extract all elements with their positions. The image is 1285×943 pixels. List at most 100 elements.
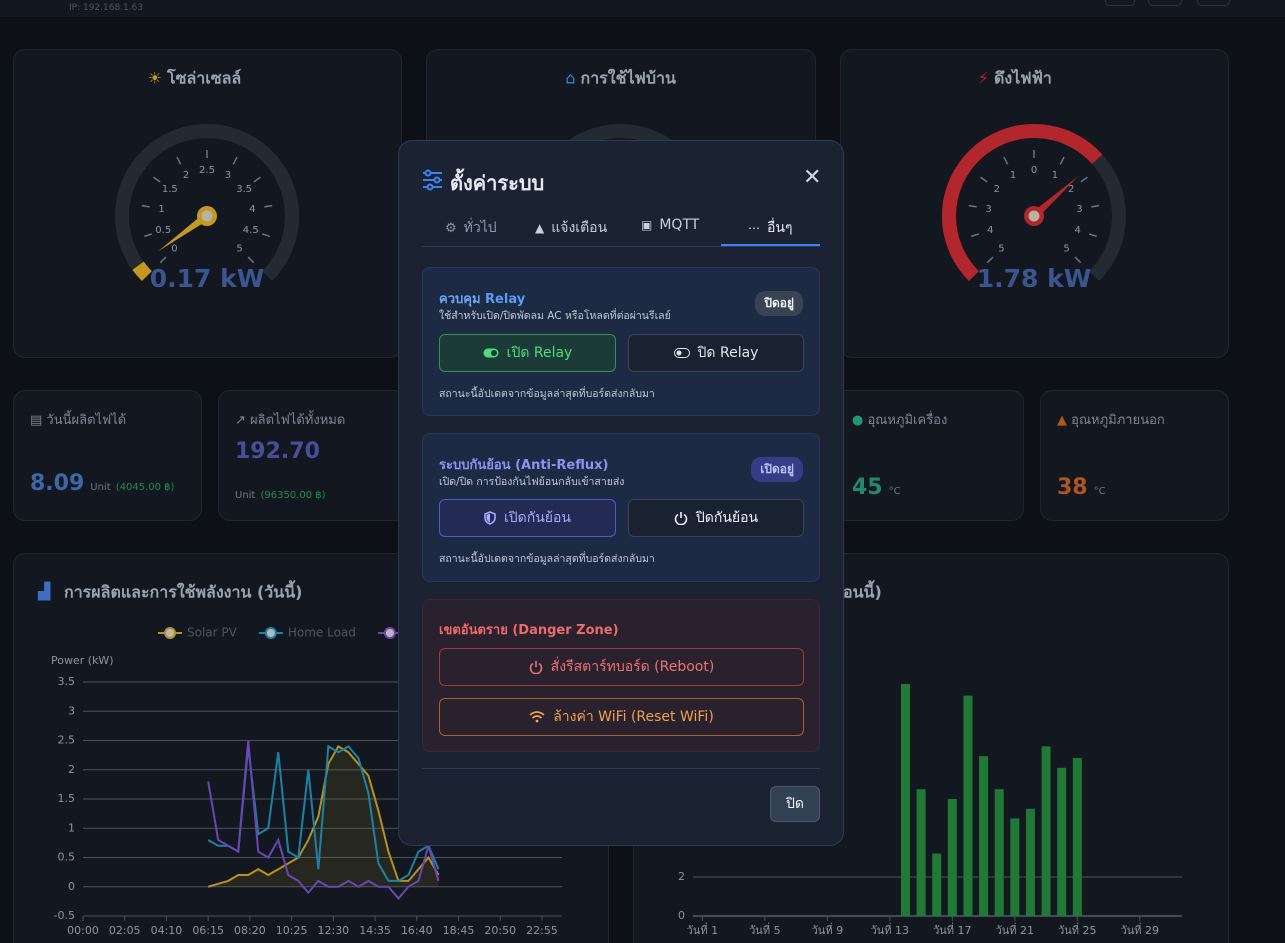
x-tick-label: วันที่ 21 — [996, 922, 1034, 937]
tab-label: อื่นๆ — [767, 220, 793, 236]
stat-unit-row: Unit (96350.00 ฿) — [235, 483, 326, 502]
gauge-value: 1.78 kW — [977, 264, 1092, 293]
top-button[interactable] — [1105, 0, 1135, 6]
stat-card: ▲ อุณหภูมิภายนอก 38 °C — [1040, 390, 1229, 521]
footer-divider — [422, 768, 820, 769]
x-tick-label: 08:20 — [234, 924, 266, 937]
y-tick-label: 3.5 — [58, 675, 76, 688]
section-note: สถานะนี้อัปเดตจากข้อมูลล่าสุดที่บอร์ดส่ง… — [439, 388, 655, 400]
reflux-on-button[interactable]: เปิดกันย้อน — [439, 499, 616, 537]
chart-title: การผลิตและการใช้พลังงาน (วันนี้) — [64, 580, 302, 602]
tab[interactable]: ⚙ ทั่วไป — [445, 217, 497, 239]
series-line — [207, 740, 440, 900]
stat-extra: (96350.00 ฿) — [260, 490, 326, 501]
legend-label: Home Load — [288, 626, 356, 640]
gauge-tick-label: 2.5 — [199, 165, 215, 176]
relay-section: ควบคุม Relay ใช้สำหรับเปิด/ปิดพัดลม AC ห… — [422, 267, 820, 416]
stat-label-text: ผลิตไฟได้ทั้งหมด — [250, 413, 346, 428]
bar — [1057, 767, 1067, 916]
gauge-value: 0.17 kW — [150, 264, 265, 293]
bar — [916, 789, 926, 916]
gauge-tick-label: 2 — [1068, 184, 1074, 195]
section-desc: ใช้สำหรับเปิด/ปิดพัดลม AC หรือโหลดที่ต่อ… — [439, 310, 671, 322]
stat-card: ↗ ผลิตไฟได้ทั้งหมด 192.70 Unit (96350.00… — [218, 390, 407, 521]
relay-on-button[interactable]: เปิด Relay — [439, 334, 616, 372]
x-tick-label: วันที่ 17 — [933, 922, 971, 937]
button-label: เปิดกันย้อน — [504, 510, 571, 526]
gauge-tick — [1088, 233, 1098, 238]
top-button[interactable] — [1148, 0, 1182, 6]
stat-unit: °C — [1093, 486, 1106, 497]
tab[interactable]: ▣ MQTT — [641, 217, 700, 233]
x-tick-label: 10:25 — [276, 924, 308, 937]
modal-title: ตั้งค่าระบบ — [450, 171, 545, 195]
gauge-tick — [176, 156, 182, 165]
stat-label: ▲ อุณหภูมิภายนอก — [1057, 413, 1165, 428]
close-icon[interactable]: ✕ — [803, 165, 822, 190]
button-label: ปิด Relay — [697, 345, 759, 361]
gauge-tick — [261, 233, 271, 238]
y-tick-label: 2 — [678, 870, 685, 883]
gauge-tick-label: 0.5 — [155, 225, 171, 236]
gauge-needle — [158, 212, 210, 252]
button-label: ล้างค่า WiFi (Reset WiFi) — [553, 709, 714, 725]
reflux-off-button[interactable]: ปิดกันย้อน — [628, 499, 804, 537]
gauge-tick — [1003, 156, 1009, 165]
gauge-tick-label: 2 — [183, 170, 189, 181]
stat-card: ● อุณหภูมิเครื่อง 45 °C — [833, 390, 1024, 521]
gauge-needle — [1031, 175, 1079, 219]
x-tick-label: 18:45 — [443, 924, 475, 937]
bar — [932, 853, 942, 916]
gauge-tick — [970, 233, 980, 238]
stat-unit: °C — [888, 486, 901, 497]
stat-label: ▤ วันนี้ผลิตไฟได้ — [30, 413, 127, 428]
gauge-tick-label: 5 — [998, 244, 1004, 255]
gauge-tick-label: 1.5 — [162, 184, 178, 195]
stat-value-row: 8.09 Unit (4045.00 ฿) — [30, 471, 174, 496]
stat-label-text: อุณหภูมิเครื่อง — [867, 413, 948, 428]
gauge-tick-label: 3.5 — [236, 184, 252, 195]
gauge-card — [13, 49, 402, 358]
gauge-tick-label: 0 — [1031, 165, 1037, 176]
bar — [947, 799, 957, 916]
settings-icon — [423, 169, 442, 191]
gauge-tick-label: 3 — [1076, 204, 1082, 215]
bar — [963, 695, 973, 916]
shield-icon — [484, 511, 496, 525]
stat-label: ● อุณหภูมิเครื่อง — [852, 413, 948, 428]
gauge-tick — [264, 204, 273, 208]
power-icon — [529, 661, 542, 674]
power-icon — [674, 512, 688, 525]
bar — [1072, 758, 1082, 916]
gauge-tick — [1059, 156, 1065, 165]
gauge-tick-label: 0 — [171, 244, 177, 255]
tab[interactable]: ▲ แจ้งเตือน — [535, 217, 607, 239]
top-button[interactable] — [1197, 0, 1230, 6]
stat-unit: Unit — [90, 482, 111, 493]
relay-off-button[interactable]: ปิด Relay — [628, 334, 804, 372]
y-tick-label: 3 — [68, 704, 75, 717]
gauge-tick — [980, 176, 988, 183]
tab-active[interactable]: ⋯ อื่นๆ — [748, 217, 793, 239]
gauge-icon: ☀ — [148, 69, 162, 88]
x-tick-label: วันที่ 13 — [871, 922, 909, 937]
x-tick-label: 16:40 — [401, 924, 433, 937]
gauge-icon: ⌂ — [565, 69, 575, 88]
gauge-tick-label: 4.5 — [243, 225, 259, 236]
x-tick-label: 04:10 — [151, 924, 183, 937]
close-button[interactable]: ปิด — [770, 786, 820, 822]
gauge-tick — [1080, 176, 1088, 183]
axis-label: Power (kW) — [51, 654, 114, 667]
reboot-button[interactable]: สั่งรีสตาร์ทบอร์ด (Reboot) — [439, 648, 804, 686]
toggle-icon — [673, 348, 690, 358]
x-tick-label: 22:55 — [526, 924, 558, 937]
x-tick-label: 02:05 — [109, 924, 141, 937]
gauge-track — [115, 124, 299, 282]
section-title-text: ควบคุม — [439, 292, 481, 307]
tab-divider — [422, 246, 820, 247]
gauge-tick — [247, 256, 255, 264]
gauge-tick — [968, 204, 977, 208]
stat-value: 192.70 — [235, 439, 320, 464]
reset-wifi-button[interactable]: ล้างค่า WiFi (Reset WiFi) — [439, 698, 804, 736]
legend-marker — [383, 627, 396, 639]
